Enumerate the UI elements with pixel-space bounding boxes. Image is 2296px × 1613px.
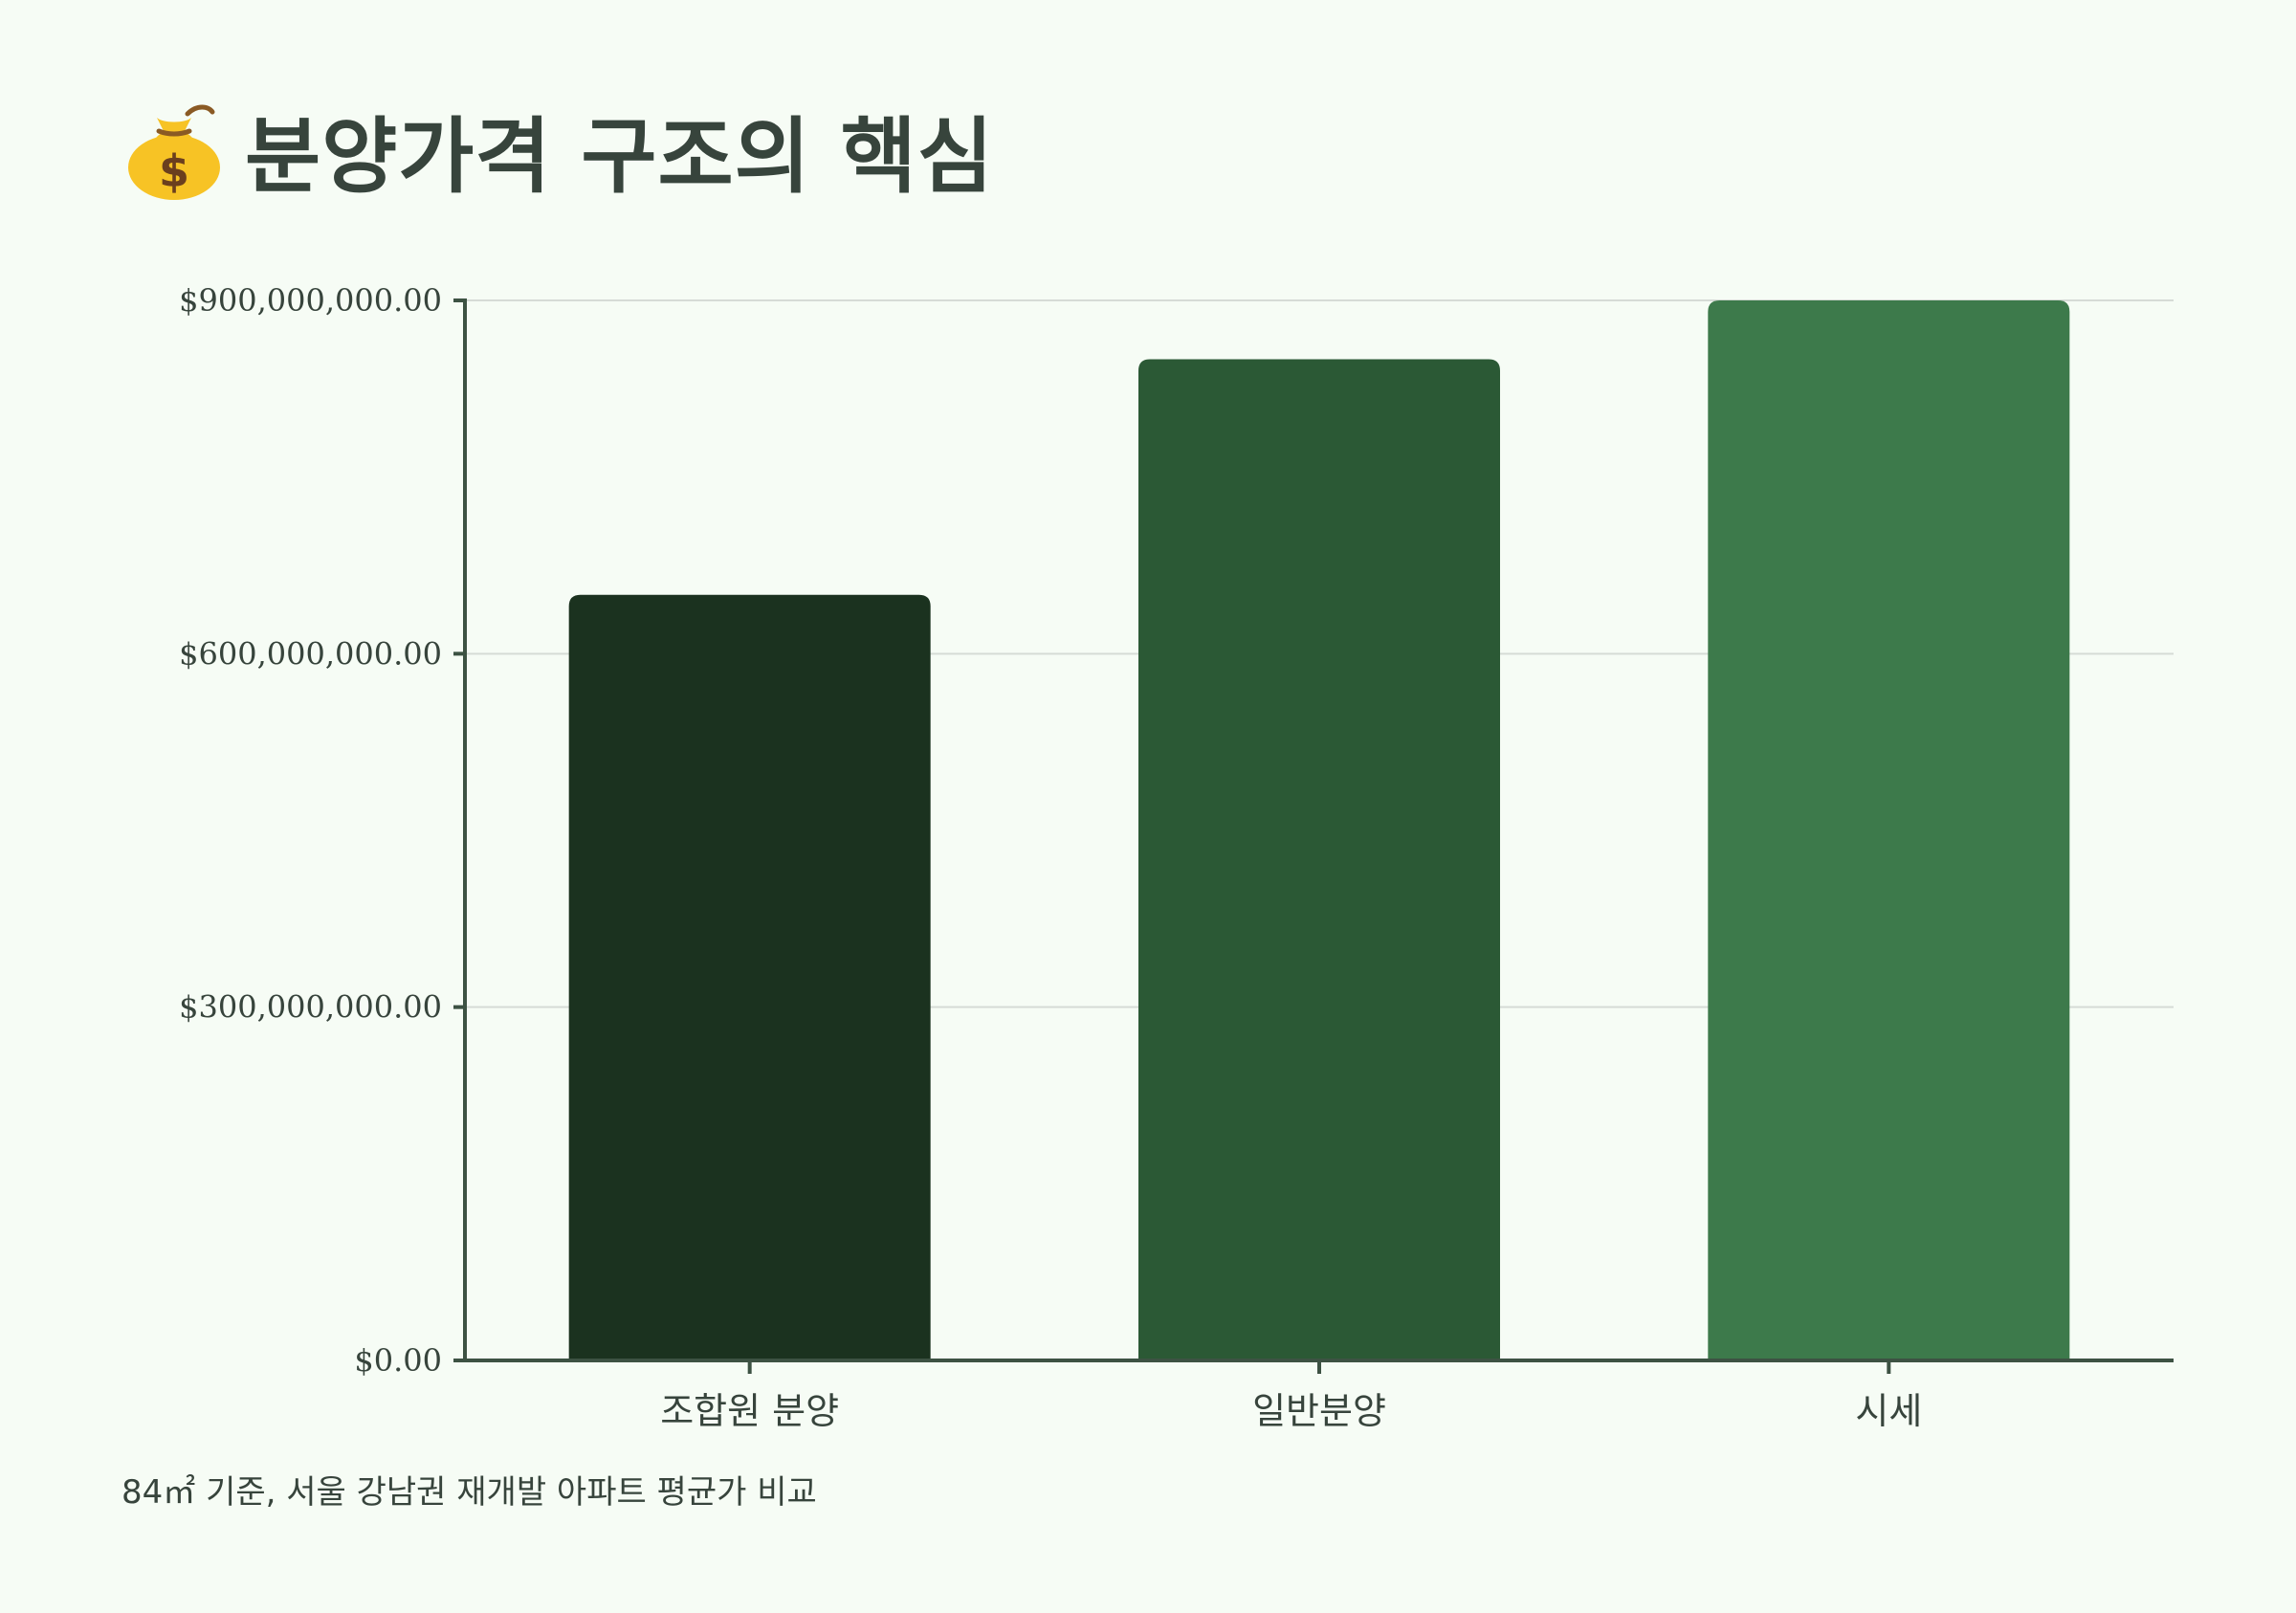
x-tick-label: 일반분양 bbox=[1252, 1390, 1386, 1432]
svg-text:$: $ bbox=[159, 145, 189, 197]
bar-1 bbox=[568, 594, 931, 1360]
page-title: 분양가격 구조의 핵심 bbox=[245, 108, 994, 205]
bar-2 bbox=[1138, 359, 1500, 1360]
title-row: $ 분양가격 구조의 핵심 bbox=[124, 91, 994, 206]
chart-footnote: 84㎡ 기준, 서울 강남권 재개발 아파트 평균가 비교 bbox=[121, 1473, 817, 1512]
x-tick-label: 시세 bbox=[1855, 1390, 1922, 1432]
bar-3 bbox=[1708, 300, 2070, 1360]
axis-labels: $0.00 $300,000,000.00 $600,000,000.00 $900,… bbox=[179, 282, 1922, 1432]
bars bbox=[568, 300, 2070, 1360]
money-bag-icon: $ bbox=[128, 104, 220, 200]
axes bbox=[453, 298, 2174, 1374]
y-tick-label: $900,000,000.00 bbox=[179, 282, 442, 319]
x-tick-label: 조합원 분양 bbox=[660, 1390, 839, 1432]
y-tick-label: $0.00 bbox=[354, 1342, 442, 1379]
y-tick-label: $300,000,000.00 bbox=[179, 989, 442, 1026]
y-tick-label: $600,000,000.00 bbox=[179, 635, 442, 672]
